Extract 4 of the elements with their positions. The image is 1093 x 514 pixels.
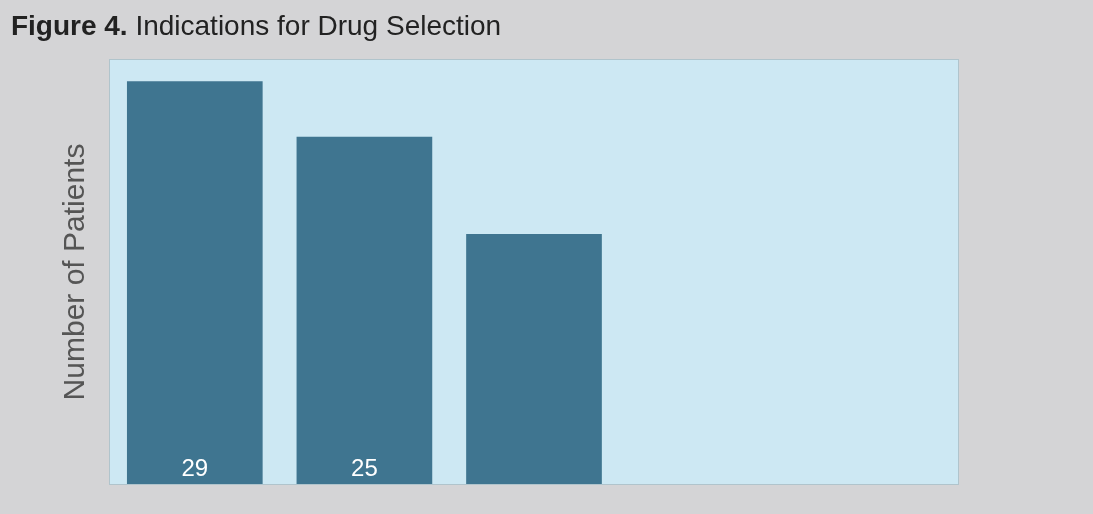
data-label: 25 <box>351 454 378 481</box>
data-label: 29 <box>181 454 209 481</box>
y-axis-title: Number of Patients <box>57 143 90 401</box>
chart-title: Figure 4. Indications for Drug Selection <box>10 10 502 42</box>
